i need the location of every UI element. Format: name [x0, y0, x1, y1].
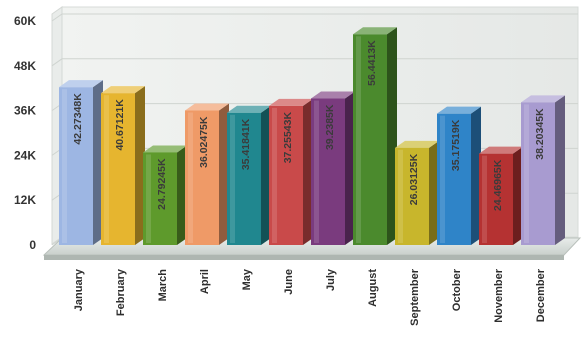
- x-tick-label: January: [73, 268, 85, 311]
- gridline: [51, 58, 578, 67]
- bar-highlight: [524, 104, 529, 244]
- bar-highlight: [104, 95, 109, 243]
- data-label: 26.03125K: [408, 153, 420, 205]
- bar-top: [395, 140, 439, 148]
- x-tick-label: October: [451, 268, 463, 311]
- bars: 42.27348K 40.67121K 24.79245K 36.02475K 35.4…: [59, 27, 565, 246]
- x-tick-label: June: [283, 269, 295, 295]
- bar-may: 35.41841K: [227, 105, 271, 245]
- x-tick-label: July: [325, 268, 337, 291]
- bar-highlight: [62, 89, 67, 243]
- bar-side: [387, 27, 397, 246]
- data-label: 56.4413K: [366, 40, 378, 86]
- x-tick-label: February: [115, 268, 127, 316]
- bar-side: [429, 140, 439, 245]
- bar-highlight: [188, 112, 193, 243]
- bar-november: 24.46965K: [479, 146, 523, 245]
- bar-highlight: [398, 149, 403, 243]
- x-tick-label: December: [535, 268, 547, 322]
- x-tick-label: April: [199, 269, 211, 294]
- y-tick-label: 24K: [14, 148, 36, 162]
- bar-top: [437, 106, 481, 114]
- floor-edge: [44, 255, 564, 260]
- bar-highlight: [356, 36, 361, 243]
- data-label: 35.17519K: [450, 119, 462, 171]
- y-tick-label: 48K: [14, 59, 36, 73]
- bar-side: [177, 145, 187, 245]
- bar-side: [303, 98, 313, 246]
- data-label: 24.79245K: [156, 158, 168, 210]
- data-label: 35.41841K: [240, 118, 252, 170]
- bar-side: [93, 80, 103, 245]
- bar-june: 37.25543K: [269, 98, 313, 246]
- bar-top: [101, 86, 145, 94]
- bar-highlight: [482, 155, 487, 243]
- bar-august: 56.4413K: [353, 27, 397, 246]
- bar-top: [311, 91, 355, 99]
- bar-side: [345, 91, 355, 245]
- bar-side: [219, 103, 229, 245]
- gridline: [51, 13, 578, 22]
- bar-top: [59, 80, 103, 88]
- bar-september: 26.03125K: [395, 140, 439, 245]
- bar-top: [227, 105, 271, 113]
- data-label: 42.27348K: [72, 93, 84, 145]
- bar-february: 40.67121K: [101, 86, 145, 245]
- bar-july: 39.2385K: [311, 91, 355, 245]
- y-tick-label: 36K: [14, 104, 36, 118]
- bar-highlight: [230, 114, 235, 243]
- x-tick-label: August: [367, 269, 379, 307]
- bar-top: [185, 103, 229, 111]
- bar-january: 42.27348K: [59, 80, 103, 245]
- bar-top: [521, 95, 565, 103]
- y-axis: 0 12K 24K 36K 48K 60K: [14, 14, 36, 252]
- x-tick-label: September: [409, 268, 421, 326]
- bar-highlight: [440, 115, 445, 243]
- x-axis: January February March April May June July Augu…: [73, 268, 547, 326]
- data-label: 39.2385K: [324, 104, 336, 150]
- bar-october: 35.17519K: [437, 106, 481, 245]
- bar-december: 38.20345K: [521, 95, 565, 246]
- data-label: 36.02475K: [198, 116, 210, 168]
- bar-side: [261, 105, 271, 245]
- bar-side: [471, 106, 481, 245]
- x-tick-label: March: [157, 269, 169, 302]
- bar-highlight: [272, 107, 277, 244]
- bar-highlight: [314, 100, 319, 243]
- bar-april: 36.02475K: [185, 103, 229, 245]
- bar-side: [135, 86, 145, 245]
- bar-march: 24.79245K: [143, 145, 187, 245]
- bar-top: [479, 146, 523, 154]
- data-label: 37.25543K: [282, 112, 294, 164]
- bar-side: [555, 95, 565, 246]
- bar-top: [269, 98, 313, 106]
- bar-side: [513, 146, 523, 245]
- bar-top: [143, 145, 187, 153]
- data-label: 38.20345K: [534, 108, 546, 160]
- data-label: 40.67121K: [114, 99, 126, 151]
- data-label: 24.46965K: [492, 159, 504, 211]
- y-tick-label: 0: [29, 238, 36, 252]
- y-tick-label: 60K: [14, 14, 36, 28]
- bar-highlight: [146, 154, 151, 243]
- bar-top: [353, 27, 397, 35]
- x-tick-label: May: [241, 268, 253, 290]
- y-tick-label: 12K: [14, 193, 36, 207]
- x-tick-label: November: [493, 268, 505, 323]
